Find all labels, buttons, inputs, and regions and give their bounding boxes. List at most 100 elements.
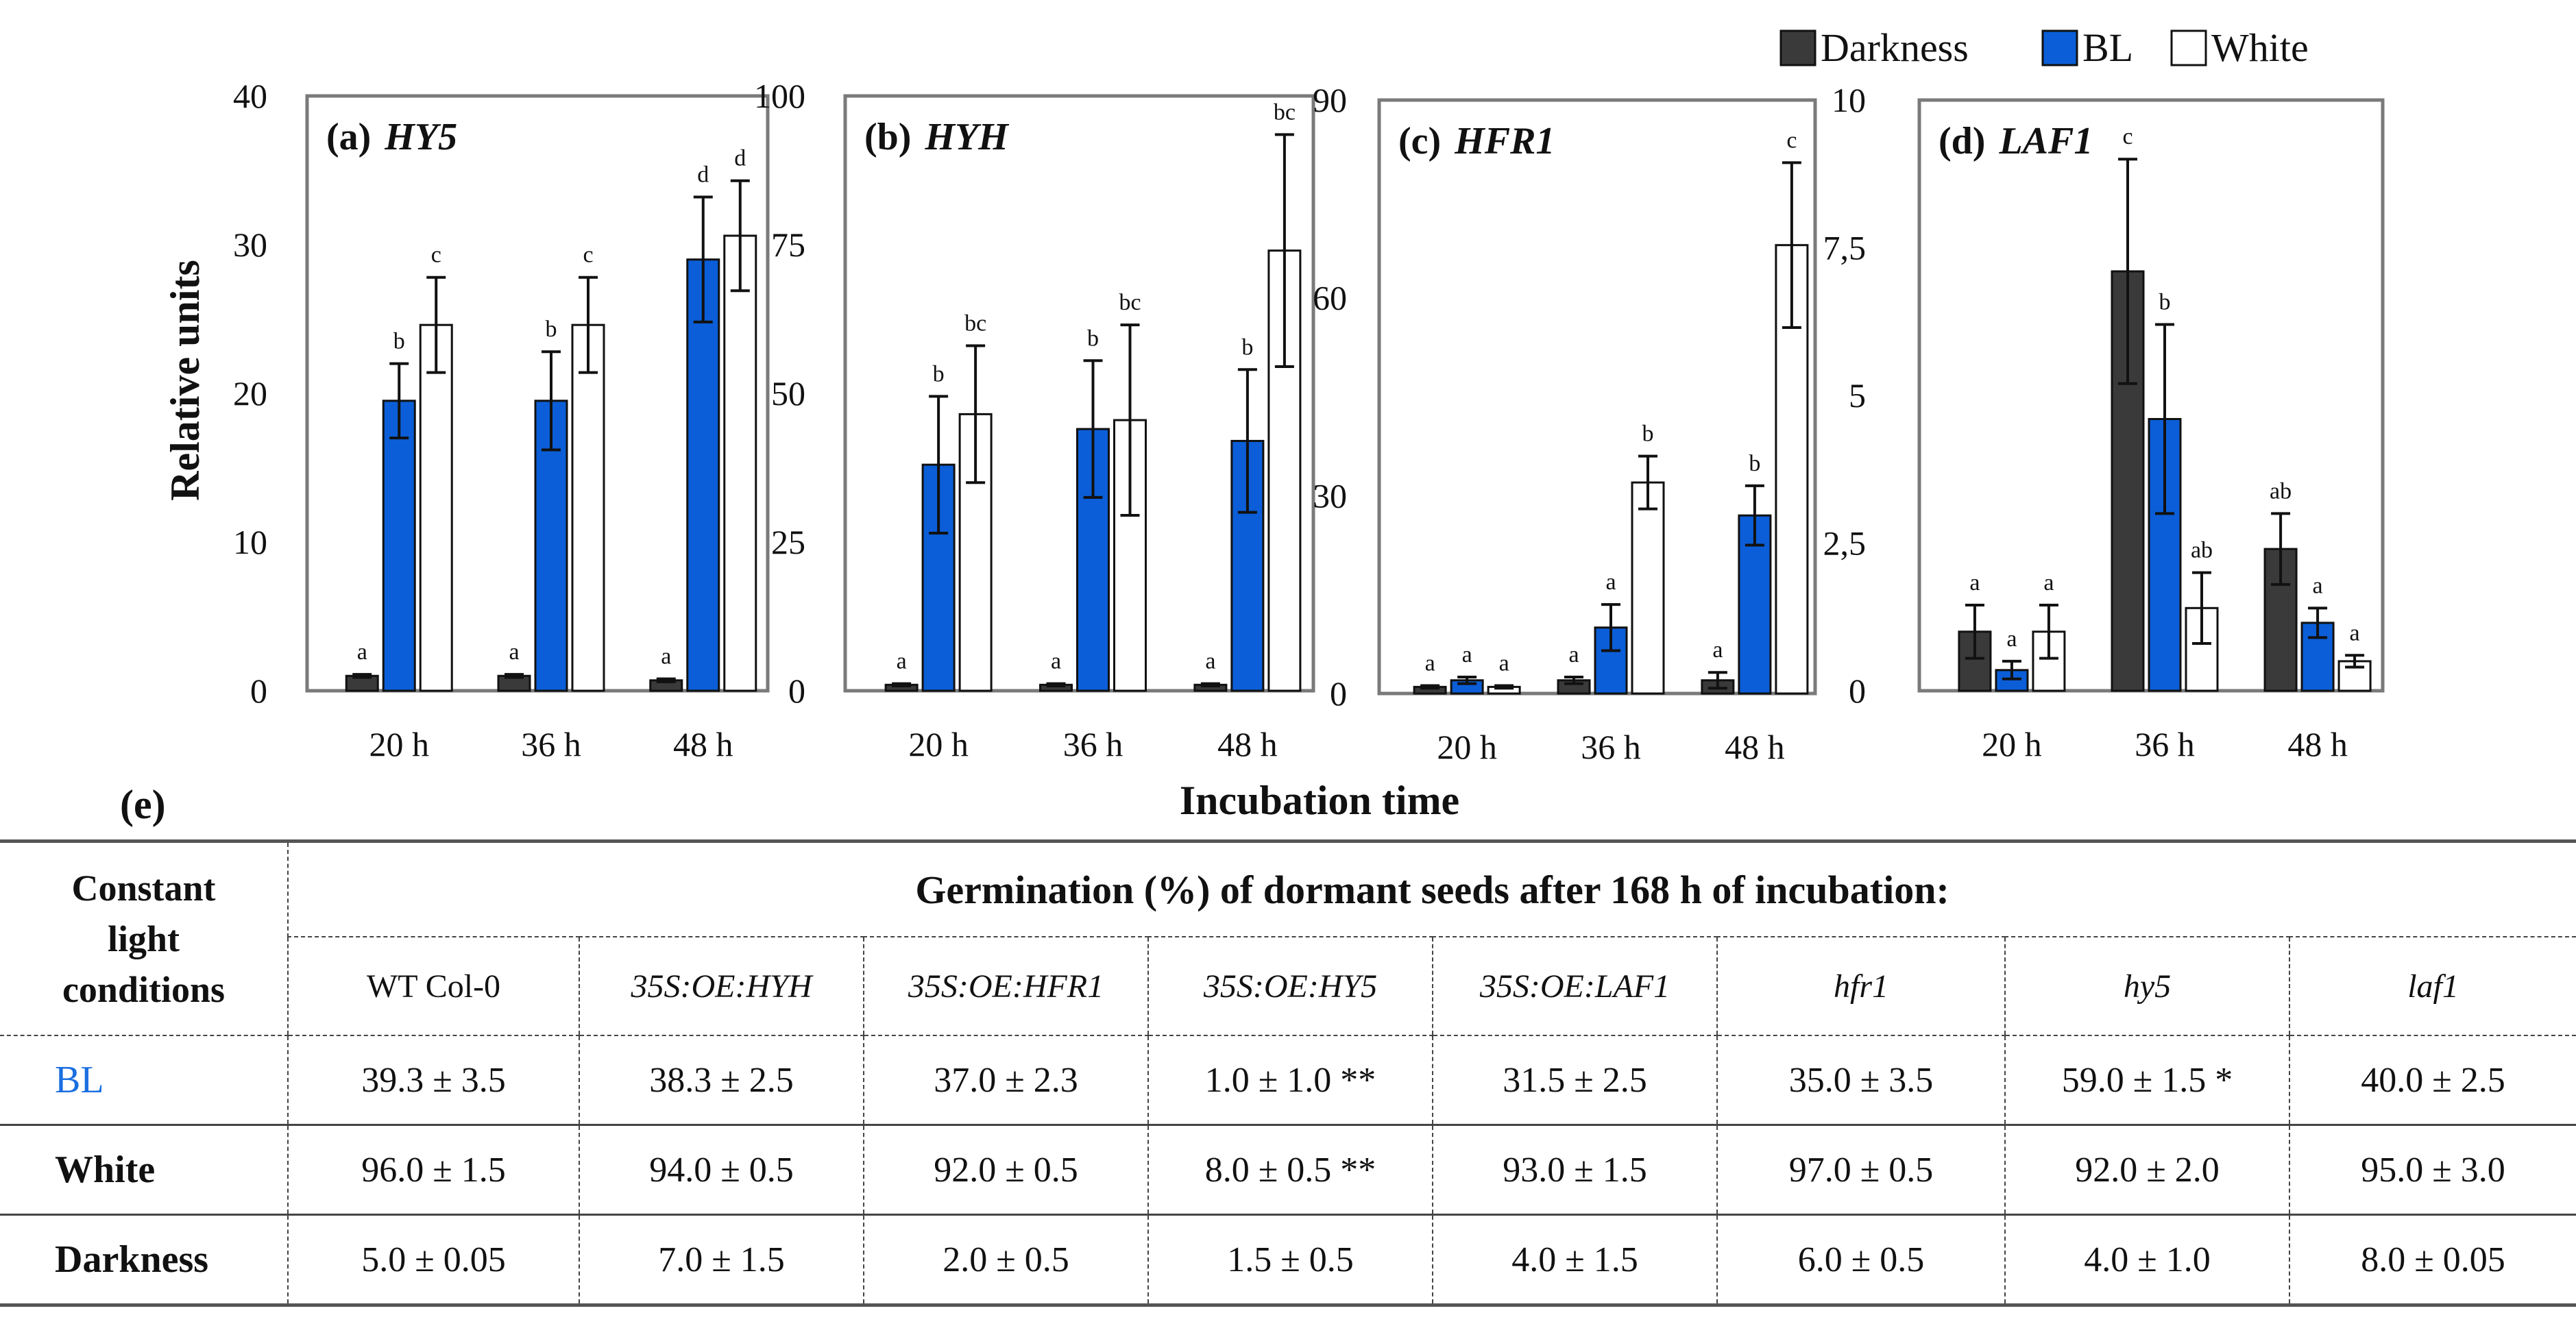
significance-letter: a <box>897 649 907 674</box>
panel-title: (c) HFR1 <box>1398 120 1555 162</box>
table-cell: 96.0 ± 1.5 <box>287 1125 579 1216</box>
bar-bl <box>382 400 416 692</box>
panel-title: (a) HY5 <box>326 116 457 158</box>
x-tick-label: 48 h <box>2287 725 2348 763</box>
x-tick-label: 36 h <box>1063 725 1123 763</box>
germination-table-wrap: Constant light conditions Germination (%) … <box>0 839 2576 1307</box>
table-cell: 4.0 ± 1.0 <box>2004 1214 2289 1307</box>
panel-label: (d) <box>1939 120 1985 162</box>
x-tick-label: 36 h <box>2135 725 2195 763</box>
significance-letter: b <box>1642 421 1654 447</box>
y-tick-label: 75 <box>771 225 805 264</box>
panel-gene: HFR1 <box>1454 120 1555 162</box>
table-row: Darkness 5.0 ± 0.05 7.0 ± 1.5 2.0 ± 0.5 1.5 … <box>0 1214 2576 1307</box>
column-header: 35S:OE:HFR1 <box>863 937 1148 1036</box>
significance-letter: a <box>2350 620 2360 646</box>
significance-letter: a <box>661 644 671 670</box>
corner-line: light <box>107 918 180 959</box>
x-tick-label: 48 h <box>673 725 733 763</box>
significance-letter: c <box>1786 127 1797 153</box>
y-tick-label: 10 <box>233 523 267 561</box>
table-cell: 39.3 ± 3.5 <box>287 1035 579 1126</box>
panel-title: (b) HYH <box>864 116 1009 158</box>
significance-letter: a <box>1462 642 1472 667</box>
column-header: 35S:OE:HYH <box>579 937 864 1036</box>
y-tick-label: 2,5 <box>1823 524 1867 563</box>
column-header: WT Col-0 <box>287 937 579 1036</box>
significance-letter: bc <box>964 311 986 336</box>
panel-gene: LAF1 <box>1998 120 2093 162</box>
table-cell: 92.0 ± 2.0 <box>2004 1125 2289 1216</box>
table-label: (e) <box>120 782 166 827</box>
panel-gene: HYH <box>924 116 1009 158</box>
significance-letter: b <box>1241 334 1253 360</box>
y-tick-label: 30 <box>233 225 267 264</box>
panel-label: (a) <box>326 116 371 158</box>
y-tick-label: 0 <box>250 672 267 710</box>
significance-letter: a <box>1425 650 1435 676</box>
y-tick-label: 0 <box>1849 672 1866 710</box>
y-tick-label: 30 <box>1313 476 1347 515</box>
table-cell: 2.0 ± 0.5 <box>863 1214 1148 1307</box>
x-tick-label: 48 h <box>1725 728 1785 766</box>
significance-letter: c <box>431 243 441 268</box>
significance-letter: ab <box>2270 478 2292 504</box>
y-tick-label: 0 <box>788 672 805 710</box>
table-header-row: Constant light conditions Germination (%) … <box>0 839 2576 1036</box>
table-main-header: Germination (%) of dormant seeds after 1… <box>287 839 2576 937</box>
y-tick-label: 90 <box>1313 81 1347 119</box>
y-tick-label: 60 <box>1313 279 1347 317</box>
significance-letter: a <box>1568 642 1579 667</box>
table-cell: 92.0 ± 0.5 <box>863 1125 1148 1216</box>
significance-letter: a <box>1205 649 1215 674</box>
table-cell: 95.0 ± 3.0 <box>2288 1125 2576 1216</box>
significance-letter: a <box>1499 650 1509 676</box>
table-cell: 35.0 ± 3.5 <box>1716 1035 2005 1126</box>
x-tick-label: 20 h <box>908 725 969 763</box>
table-cell: 93.0 ± 1.5 <box>1432 1125 1717 1216</box>
table-cell: 38.3 ± 2.5 <box>579 1035 864 1126</box>
legend-label-2: White <box>2211 25 2309 70</box>
y-tick-label: 5 <box>1849 376 1866 415</box>
significance-letter: a <box>2006 626 2017 652</box>
bar-white <box>419 323 453 692</box>
x-tick-label: 36 h <box>1581 728 1641 766</box>
table-column-header-row: WT Col-0 35S:OE:HYH 35S:OE:HFR1 35S:OE:HY5 3… <box>0 937 2576 1036</box>
significance-letter: a <box>2313 573 2323 598</box>
panel-gene: HY5 <box>384 116 457 158</box>
x-tick-label: 20 h <box>369 725 429 763</box>
legend-swatch-2 <box>2170 29 2207 66</box>
table-cell: 1.0 ± 1.0 ** <box>1147 1035 1433 1126</box>
bar-white <box>1631 481 1665 695</box>
table-cell: 8.0 ± 0.5 ** <box>1147 1125 1433 1216</box>
table-cell: 97.0 ± 0.5 <box>1716 1125 2005 1216</box>
significance-letter: a <box>1712 637 1723 663</box>
y-tick-label: 25 <box>771 523 805 561</box>
column-header: 35S:OE:LAF1 <box>1432 937 1717 1036</box>
panel-title: (d) LAF1 <box>1939 120 2093 162</box>
y-tick-label: 20 <box>233 374 267 413</box>
x-tick-label: 36 h <box>521 725 581 763</box>
significance-letter: a <box>1969 570 1980 596</box>
y-tick-label: 10 <box>1832 81 1866 119</box>
row-label: BL <box>0 1035 288 1126</box>
table-row: White 96.0 ± 1.5 94.0 ± 0.5 92.0 ± 0.5 8.0 ±… <box>0 1125 2576 1216</box>
bar-white <box>723 234 757 692</box>
table-cell: 5.0 ± 0.05 <box>287 1214 579 1307</box>
legend-swatch-0 <box>1779 29 1816 66</box>
column-header: hy5 <box>2004 937 2289 1036</box>
germination-table: Constant light conditions Germination (%) … <box>0 839 2576 1307</box>
table-row: BL 39.3 ± 3.5 38.3 ± 2.5 37.0 ± 2.3 1.0 ± 1.… <box>0 1035 2576 1126</box>
column-header: 35S:OE:HY5 <box>1147 937 1433 1036</box>
y-axis-title: Relative units <box>162 260 208 501</box>
significance-letter: bc <box>1274 99 1296 125</box>
legend: Darkness BL White <box>1779 25 2309 70</box>
column-header: hfr1 <box>1716 937 2005 1036</box>
significance-letter: b <box>1749 451 1760 476</box>
table-cell: 6.0 ± 0.5 <box>1716 1214 2005 1307</box>
corner-line: Constant <box>71 868 216 909</box>
significance-letter: d <box>697 162 709 188</box>
significance-letter: c <box>583 243 593 268</box>
